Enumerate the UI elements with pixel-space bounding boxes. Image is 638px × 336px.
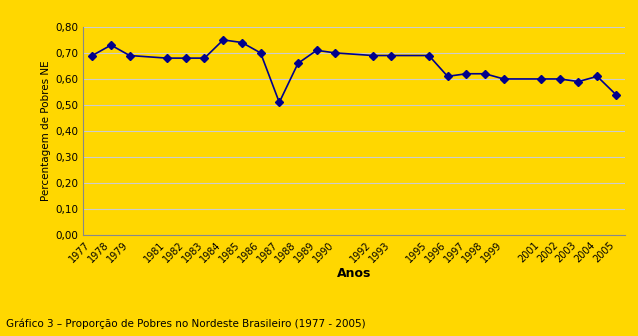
Y-axis label: Percentagem de Pobres NE: Percentagem de Pobres NE: [41, 61, 51, 201]
Text: Gráfico 3 – Proporção de Pobres no Nordeste Brasileiro (1977 - 2005): Gráfico 3 – Proporção de Pobres no Norde…: [6, 319, 366, 329]
X-axis label: Anos: Anos: [337, 267, 371, 281]
